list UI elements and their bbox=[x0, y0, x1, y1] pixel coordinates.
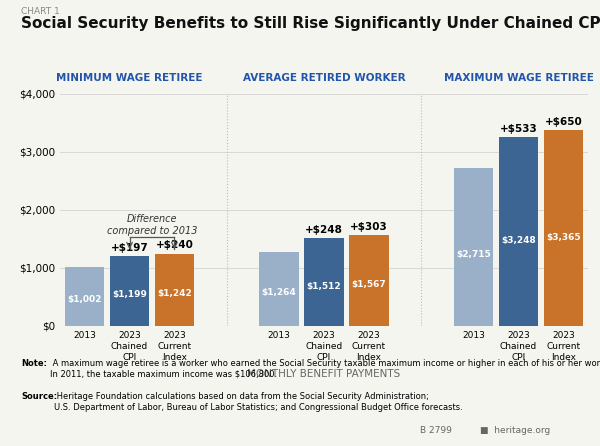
Text: +$240: +$240 bbox=[155, 240, 193, 250]
Text: +$248: +$248 bbox=[305, 225, 343, 235]
Text: Difference
compared to 2013: Difference compared to 2013 bbox=[107, 214, 197, 236]
Text: Source:: Source: bbox=[21, 392, 57, 401]
Text: +$533: +$533 bbox=[500, 124, 538, 134]
Text: $1,264: $1,264 bbox=[262, 288, 296, 297]
Text: $1,002: $1,002 bbox=[67, 295, 102, 304]
Text: +$303: +$303 bbox=[350, 222, 388, 231]
Text: Note:: Note: bbox=[21, 359, 47, 368]
Bar bbox=[544, 131, 583, 326]
Text: $1,199: $1,199 bbox=[112, 290, 147, 299]
Text: $1,242: $1,242 bbox=[157, 289, 192, 297]
Text: MAXIMUM WAGE RETIREE: MAXIMUM WAGE RETIREE bbox=[443, 73, 593, 83]
Bar bbox=[259, 252, 299, 326]
Text: A maximum wage retiree is a worker who earned the Social Security taxable maximu: A maximum wage retiree is a worker who e… bbox=[50, 359, 600, 378]
Bar bbox=[454, 168, 493, 326]
Text: $1,512: $1,512 bbox=[307, 281, 341, 291]
Bar bbox=[304, 238, 344, 326]
Text: +$197: +$197 bbox=[110, 243, 148, 253]
Text: +$650: +$650 bbox=[544, 117, 582, 127]
Bar bbox=[155, 254, 194, 326]
Text: CHART 1: CHART 1 bbox=[21, 7, 60, 16]
Text: AVERAGE RETIRED WORKER: AVERAGE RETIRED WORKER bbox=[242, 73, 406, 83]
Bar bbox=[65, 268, 104, 326]
Text: $2,715: $2,715 bbox=[456, 250, 491, 259]
Bar bbox=[110, 256, 149, 326]
Text: MINIMUM WAGE RETIREE: MINIMUM WAGE RETIREE bbox=[56, 73, 203, 83]
Text: Social Security Benefits to Still Rise Significantly Under Chained CPI: Social Security Benefits to Still Rise S… bbox=[21, 16, 600, 31]
Text: $1,567: $1,567 bbox=[352, 280, 386, 289]
Bar bbox=[349, 235, 389, 326]
Bar bbox=[499, 137, 538, 326]
Text: ■  heritage.org: ■ heritage.org bbox=[480, 426, 550, 435]
Text: $3,365: $3,365 bbox=[546, 233, 581, 242]
Text: B 2799: B 2799 bbox=[420, 426, 452, 435]
Text: $3,248: $3,248 bbox=[501, 236, 536, 245]
Text: MONTHLY BENEFIT PAYMENTS: MONTHLY BENEFIT PAYMENTS bbox=[247, 369, 401, 379]
Text: Heritage Foundation calculations based on data from the Social Security Administ: Heritage Foundation calculations based o… bbox=[54, 392, 463, 412]
